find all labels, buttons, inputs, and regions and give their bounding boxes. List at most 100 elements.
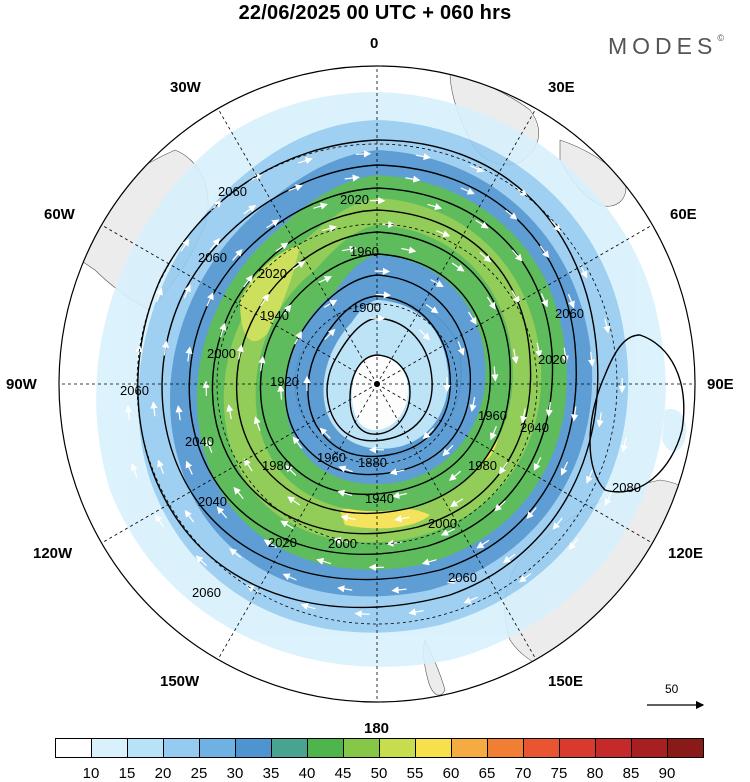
wind-vector-arrow (620, 437, 628, 453)
wind-vector-arrow (243, 274, 253, 288)
wind-vector-arrow (185, 460, 193, 475)
meridian-line (217, 108, 378, 385)
wind-vector-arrow (511, 249, 523, 262)
lon-label-30e: 30E (548, 79, 575, 96)
wind-vector-arrow (288, 184, 303, 192)
wind-vector-arrow (450, 498, 464, 507)
contour-label: 2040 (520, 420, 549, 435)
colorbar-cell (451, 738, 488, 758)
colorbar-cell (127, 738, 164, 758)
contour-2000 (211, 209, 532, 535)
wind-vector-arrow (479, 251, 492, 263)
meridians (59, 66, 695, 702)
wind-vector-arrow (533, 457, 542, 471)
wind-vector-arrow (430, 279, 444, 288)
contour-1900 (326, 317, 433, 442)
wind-vector-arrow (571, 406, 579, 422)
wind-vector-arrow (586, 469, 594, 484)
contour-label: 2020 (538, 352, 567, 367)
wind-vector-arrow (587, 351, 596, 367)
contour-label: 2000 (328, 536, 357, 551)
colorbar-cell (163, 738, 200, 758)
wind-vector-arrow (460, 187, 475, 195)
contour-label: 1960 (478, 408, 507, 423)
colorbar-tick-label: 85 (622, 765, 640, 782)
lon-label-60e: 60E (670, 206, 697, 223)
wind-vector-arrow (374, 267, 390, 275)
colorbar-cell (91, 738, 128, 758)
contour-label: 1960 (317, 450, 346, 465)
wind-vector-arrow (259, 293, 269, 307)
wind-vector-arrow (355, 150, 372, 158)
wind-vector-arrow (391, 586, 407, 594)
wind-vector-arrow (392, 491, 408, 499)
contour-label: 1940 (365, 491, 394, 506)
map-disk (59, 66, 695, 702)
contour-label: 1920 (270, 374, 299, 389)
wind-vector-arrow (298, 157, 313, 165)
wind-vector-arrow (568, 538, 579, 551)
colorbar-cell (415, 738, 452, 758)
wind-vector-arrow (567, 293, 575, 309)
wind-vector-arrow (389, 468, 405, 476)
wind-vector-arrow (275, 242, 289, 252)
wind-vector-arrow (401, 246, 417, 254)
reference-vector-arrow (647, 700, 705, 710)
colorbar-tick-label: 80 (586, 765, 604, 782)
colorbar-tick-label: 30 (226, 765, 244, 782)
contour-label: 1980 (262, 458, 291, 473)
contour-label: 2080 (612, 480, 641, 495)
colorbar-cell (523, 738, 560, 758)
contour-label: 2020 (340, 192, 369, 207)
wind-vector-arrow (337, 489, 353, 497)
wind-vector-arrow (422, 428, 434, 440)
wind-vector-arrow (185, 346, 193, 362)
wind-vector-arrow (266, 219, 280, 229)
wind-vector-arrow (552, 517, 563, 530)
wind-vector-arrow (341, 245, 357, 253)
wind-vector-arrow (354, 610, 370, 618)
wind-vector-arrow (446, 576, 462, 584)
longitude-labels: 0 30E 60E 90E 120E 150E 180 150W 120W 90… (6, 35, 734, 735)
contour-label: 2060 (120, 383, 149, 398)
colorbar-cell (667, 738, 704, 758)
wind-vector-arrow (263, 539, 277, 549)
wind-vector-arrow (518, 572, 532, 583)
colorbar-cell (595, 738, 632, 758)
contour-label: 1900 (352, 300, 381, 315)
contour-label: 2020 (258, 266, 287, 281)
wind-vector-arrow (415, 153, 431, 161)
wind-vector-arrow (476, 539, 490, 549)
wind-vector-arrow (233, 486, 244, 499)
colorbar-tick-label: 60 (442, 765, 460, 782)
wind-vector-arrow (425, 304, 439, 314)
contour-2080 (589, 334, 685, 493)
wind-vector-arrow (287, 496, 301, 506)
lon-label-30w: 30W (170, 79, 202, 96)
colorbar-tick-label: 25 (190, 765, 208, 782)
contour-label: 2060 (198, 250, 227, 265)
wind-vector-arrow (324, 328, 336, 340)
wind-vector-arrow (545, 401, 553, 417)
lon-label-180: 180 (364, 720, 389, 735)
wind-vector-arrow (579, 264, 588, 279)
wind-vector-arrow (514, 186, 528, 197)
wind-vector-arrow (157, 459, 165, 475)
contour-label: 2060 (192, 585, 221, 600)
wind-vector-arrow (603, 318, 611, 334)
wind-vector-arrow (183, 284, 191, 299)
contour-1920 (307, 295, 451, 458)
colorbar (55, 738, 704, 760)
wind-vector-arrow (511, 348, 519, 364)
colorbar-cell (271, 738, 308, 758)
wind-vector-arrow (258, 355, 266, 371)
wind-vector-arrow (180, 238, 190, 252)
contour-label: 2020 (268, 535, 297, 550)
colorbar-cell (379, 738, 416, 758)
wind-vector-arrow (209, 238, 220, 251)
contour-label: 1960 (350, 244, 379, 259)
wind-vector-arrow (150, 401, 158, 417)
wind-vector-arrow (322, 224, 337, 232)
wind-vector-arrow (219, 322, 227, 338)
wind-vector-arrow (333, 537, 349, 545)
